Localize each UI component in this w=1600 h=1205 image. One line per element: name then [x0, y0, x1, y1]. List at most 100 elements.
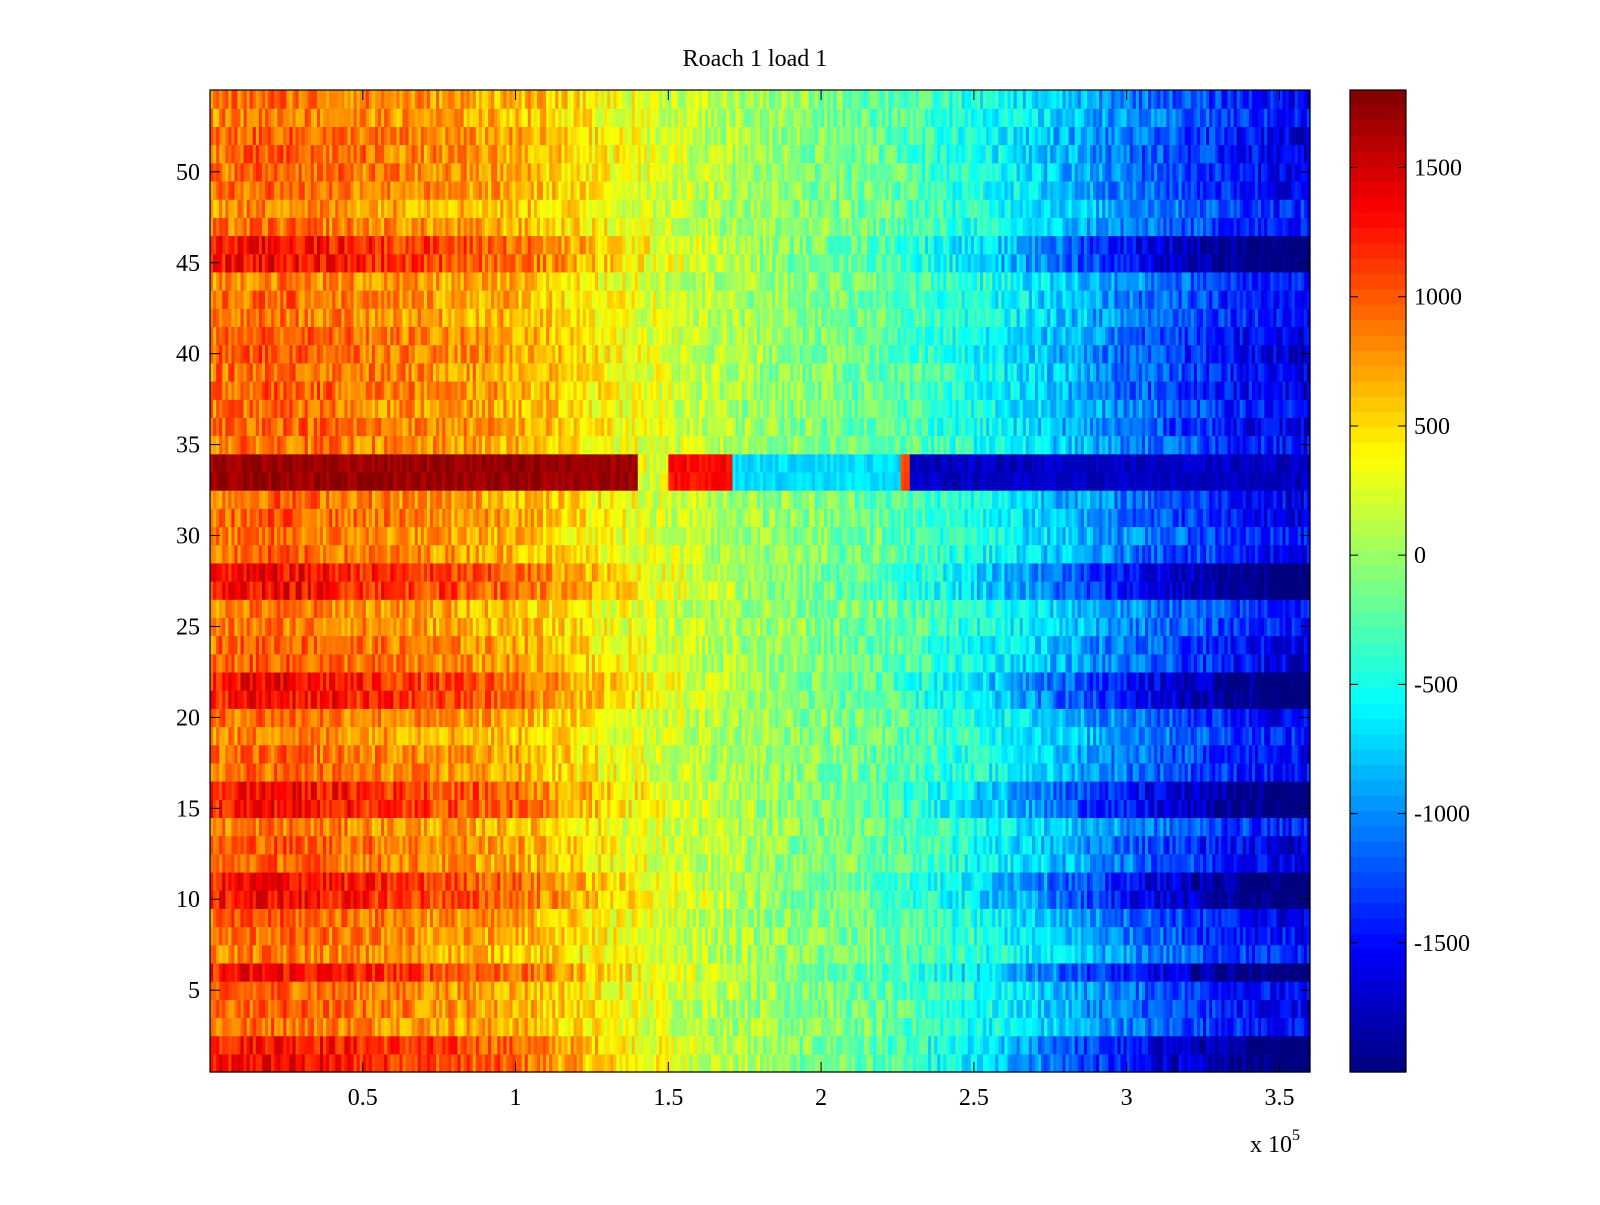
heatmap-cell — [316, 1017, 321, 1037]
heatmap-cell — [384, 908, 388, 928]
heatmap-cell — [1224, 999, 1229, 1019]
heatmap-cell — [870, 981, 874, 1000]
heatmap-cell — [830, 999, 834, 1019]
heatmap-cell — [763, 890, 767, 909]
heatmap-cell — [631, 890, 636, 909]
heatmap-cell — [1123, 944, 1128, 964]
heatmap-cell — [891, 817, 896, 837]
heatmap-cell — [619, 962, 624, 982]
heatmap-cell — [485, 890, 489, 909]
heatmap-cell — [870, 908, 874, 928]
heatmap-cell — [433, 1017, 437, 1037]
heatmap-cell — [1175, 908, 1180, 928]
heatmap-cell — [888, 1053, 892, 1073]
heatmap-cell — [579, 1053, 584, 1073]
heatmap-cell — [1062, 908, 1067, 928]
heatmap-cell — [585, 1053, 590, 1073]
heatmap-cell — [677, 890, 682, 909]
heatmap-cell — [1242, 1017, 1247, 1037]
heatmap-cell — [619, 1017, 624, 1037]
heatmap-cell — [912, 944, 917, 964]
heatmap-cell — [255, 853, 260, 873]
heatmap-cell — [1157, 908, 1161, 928]
heatmap-cell — [295, 835, 300, 855]
heatmap-cell — [1096, 908, 1100, 928]
heatmap-cell — [344, 908, 349, 928]
heatmap-cell — [845, 926, 850, 946]
heatmap-cell — [543, 981, 547, 1000]
heatmap-cell — [1160, 853, 1164, 873]
heatmap-cell — [295, 908, 300, 928]
heatmap-cell — [836, 853, 841, 873]
heatmap-cell — [1041, 926, 1045, 946]
heatmap-cell — [980, 853, 984, 873]
heatmap-cell — [234, 835, 239, 855]
heatmap-cell — [1056, 944, 1061, 964]
heatmap-cell — [448, 908, 452, 928]
heatmap-cell — [323, 817, 327, 837]
heatmap-cell — [561, 944, 566, 964]
heatmap-cell — [1025, 962, 1030, 982]
heatmap-cell — [741, 1053, 746, 1073]
heatmap-cell — [231, 999, 236, 1019]
heatmap-cell — [570, 835, 575, 855]
heatmap-cell — [313, 890, 318, 909]
heatmap-cell — [1132, 835, 1137, 855]
heatmap-cell — [436, 835, 440, 855]
heatmap-cell — [821, 981, 825, 1000]
heatmap-cell — [894, 1017, 899, 1037]
heatmap-cell — [378, 871, 382, 891]
heatmap-cell — [711, 1053, 715, 1073]
heatmap-cell — [466, 1053, 471, 1073]
heatmap-cell — [622, 1017, 627, 1037]
heatmap-cell — [1056, 908, 1061, 928]
heatmap-cell — [595, 1035, 599, 1055]
heatmap-cell — [1080, 1035, 1085, 1055]
heatmap-cell — [271, 908, 275, 928]
heatmap-cell — [481, 999, 486, 1019]
heatmap-cell — [640, 817, 645, 837]
heatmap-cell — [1105, 1053, 1109, 1073]
heatmap-cell — [1212, 999, 1216, 1019]
heatmap-cell — [1025, 981, 1030, 1000]
heatmap-cell — [384, 981, 388, 1000]
heatmap-cell — [921, 817, 926, 837]
heatmap-cell — [653, 835, 657, 855]
heatmap-cell — [472, 871, 477, 891]
heatmap-cell — [1306, 1053, 1311, 1073]
heatmap-cell — [1190, 853, 1195, 873]
heatmap-cell — [381, 817, 385, 837]
heatmap-cell — [1285, 853, 1290, 873]
heatmap-cell — [527, 962, 532, 982]
heatmap-cell — [451, 835, 456, 855]
heatmap-cell — [310, 890, 315, 909]
heatmap-cell — [720, 962, 724, 982]
heatmap-cell — [1184, 908, 1189, 928]
heatmap-cell — [387, 962, 391, 982]
heatmap-cell — [530, 999, 535, 1019]
heatmap-cell — [588, 817, 593, 837]
heatmap-cell — [1062, 835, 1067, 855]
heatmap-cell — [1080, 871, 1085, 891]
heatmap-cell — [1093, 926, 1097, 946]
heatmap-cell — [946, 944, 951, 964]
heatmap-cell — [582, 1053, 587, 1073]
heatmap-cell — [729, 890, 734, 909]
heatmap-cell — [591, 1035, 596, 1055]
heatmap-cell — [921, 962, 926, 982]
heatmap-cell — [1105, 853, 1109, 873]
heatmap-cell — [918, 944, 923, 964]
heatmap-cell — [747, 817, 752, 837]
heatmap-cell — [475, 1035, 480, 1055]
heatmap-cell — [500, 1053, 504, 1073]
heatmap-cell — [1215, 1035, 1219, 1055]
heatmap-cell — [509, 890, 514, 909]
heatmap-cell — [436, 890, 440, 909]
heatmap-cell — [240, 944, 245, 964]
heatmap-cell — [811, 890, 816, 909]
heatmap-cell — [714, 1053, 718, 1073]
heatmap-cell — [824, 944, 828, 964]
heatmap-cell — [567, 999, 572, 1019]
heatmap-cell — [408, 944, 413, 964]
heatmap-cell — [610, 999, 614, 1019]
